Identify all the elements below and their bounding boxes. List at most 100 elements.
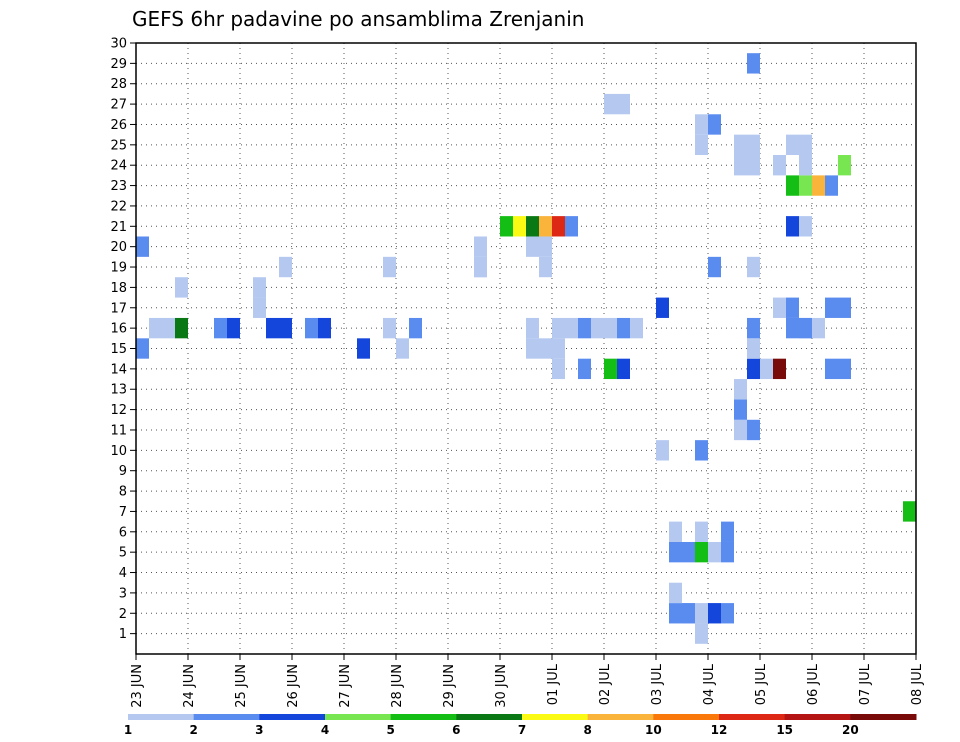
precip-cell (695, 440, 708, 461)
precip-cell (812, 317, 825, 339)
y-tick-label: 17 (110, 301, 127, 316)
y-tick-label: 24 (110, 159, 127, 174)
y-tick-label: 3 (119, 586, 127, 601)
precip-cell (162, 317, 175, 339)
precip-cell (409, 317, 422, 339)
precip-cell (357, 338, 370, 359)
precip-cell (552, 358, 565, 380)
precip-cell (695, 541, 708, 563)
precip-cell (773, 297, 786, 318)
y-tick-label: 16 (110, 322, 127, 337)
precip-cell (682, 541, 695, 563)
colorbar-label: 15 (776, 723, 793, 737)
x-tick-label: 30 JUN (494, 664, 509, 708)
precip-cell (838, 155, 851, 176)
precip-cell (708, 114, 721, 135)
precip-cell (253, 277, 266, 298)
precip-cell (526, 317, 539, 339)
colorbar-segment (193, 714, 260, 720)
x-tick-label: 27 JUN (338, 664, 353, 708)
precip-cell (825, 297, 838, 318)
y-tick-label: 1 (119, 627, 127, 642)
colorbar-segment (456, 714, 523, 720)
precip-cell (708, 541, 721, 563)
precip-cell (253, 297, 266, 318)
precip-cell (604, 317, 617, 339)
precip-cell (695, 134, 708, 156)
precip-cell (721, 521, 734, 542)
precip-cell (903, 501, 916, 522)
x-tick-label: 06 JUL (806, 663, 821, 705)
y-tick-label: 28 (110, 77, 127, 92)
precip-cell (838, 297, 851, 318)
precip-cell (214, 317, 227, 339)
colorbar-segment (325, 714, 392, 720)
precip-cell (578, 317, 591, 339)
y-tick-label: 5 (119, 546, 127, 561)
precip-cell (500, 216, 513, 237)
precip-cell (136, 338, 149, 359)
y-tick-label: 7 (119, 505, 127, 520)
precip-cell (708, 256, 721, 278)
precip-cell (383, 256, 396, 278)
precip-cell (695, 623, 708, 644)
precip-cell (799, 155, 812, 176)
precipitation-cells (136, 53, 916, 644)
grid (136, 43, 916, 654)
x-tick-label: 26 JUN (286, 664, 301, 708)
y-tick-label: 15 (110, 342, 127, 357)
precip-cell (695, 114, 708, 135)
precip-cell (773, 358, 786, 380)
colorbar-label: 4 (321, 723, 329, 737)
y-tick-label: 25 (110, 138, 127, 153)
colorbar-label: 2 (189, 723, 197, 737)
precip-cell (175, 317, 188, 339)
precip-cell (227, 317, 240, 339)
precip-cell (552, 338, 565, 359)
x-tick-label: 23 JUN (130, 664, 145, 708)
y-tick-label: 21 (110, 220, 127, 235)
chart-title: GEFS 6hr padavine po ansamblima Zrenjani… (132, 7, 584, 31)
precip-cell (682, 603, 695, 624)
precip-cell (799, 175, 812, 196)
precip-cell (747, 419, 760, 441)
colorbar-segment (653, 714, 720, 720)
precip-cell (838, 358, 851, 380)
precip-cell (747, 358, 760, 380)
y-tick-label: 26 (110, 118, 127, 133)
y-tick-label: 19 (110, 261, 127, 276)
precip-cell (786, 297, 799, 318)
x-tick-label: 28 JUN (390, 664, 405, 708)
y-tick-label: 6 (119, 525, 127, 540)
precip-cell (747, 338, 760, 359)
y-tick-label: 10 (110, 444, 127, 459)
precip-cell (604, 93, 617, 115)
precip-cell (474, 256, 487, 278)
precip-cell (539, 216, 552, 237)
x-tick-label: 24 JUN (182, 664, 197, 708)
precip-cell (734, 399, 747, 420)
y-tick-label: 8 (119, 485, 127, 500)
y-tick-label: 2 (119, 607, 127, 622)
precip-cell (786, 216, 799, 237)
precip-cell (526, 236, 539, 257)
y-tick-label: 9 (119, 464, 127, 479)
precip-cell (149, 317, 162, 339)
precip-cell (526, 338, 539, 359)
y-tick-label: 11 (110, 423, 127, 438)
x-tick-label: 05 JUL (754, 663, 769, 705)
precip-cell (760, 358, 773, 380)
precip-cell (786, 317, 799, 339)
x-tick-label: 29 JUN (442, 664, 457, 708)
precip-cell (825, 358, 838, 380)
precip-cell (695, 521, 708, 542)
x-tick-label: 25 JUN (234, 664, 249, 708)
colorbar-segment (587, 714, 654, 720)
y-tick-label: 20 (110, 240, 127, 255)
x-tick-label: 01 JUL (546, 663, 561, 705)
x-tick-label: 04 JUL (702, 663, 717, 705)
precip-cell (617, 358, 630, 380)
precip-cell (539, 338, 552, 359)
precip-cell (721, 541, 734, 563)
precip-cell (799, 216, 812, 237)
